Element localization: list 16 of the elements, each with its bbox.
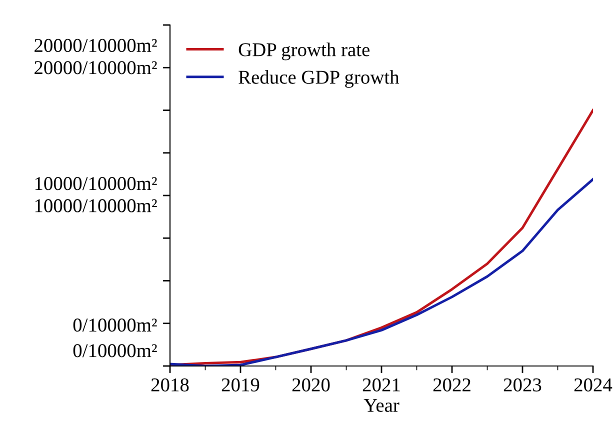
x-tick-label: 2023 — [504, 378, 542, 392]
text: 10000/10000m² — [35, 177, 157, 190]
x-tick-label: 2019 — [222, 378, 260, 392]
text: 10000/10000m² — [35, 199, 157, 212]
text: 20000/10000m² — [34, 61, 157, 74]
x-tick-label: 2022 — [433, 378, 470, 392]
legend-label: Reduce GDP growth — [238, 70, 400, 88]
legend-label: GDP growth rate — [238, 42, 370, 60]
x-tick-label: 2020 — [292, 378, 330, 392]
x-axis-title: Year — [364, 398, 400, 412]
text: 0/10000m² — [73, 344, 157, 358]
text: 20000/10000m² — [34, 38, 157, 52]
x-tick-label: 2021 — [362, 378, 400, 392]
text: 0/10000m² — [73, 318, 157, 332]
x-tick-label: 2024 — [574, 378, 612, 392]
x-tick-label: 2018 — [151, 378, 189, 392]
